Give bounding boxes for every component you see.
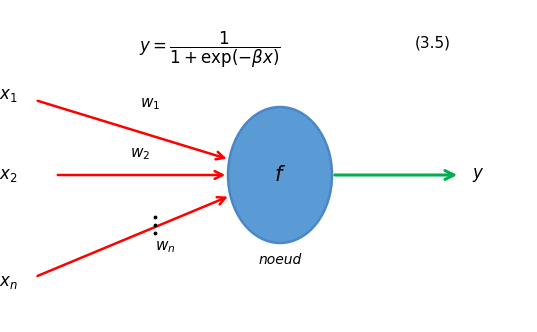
Text: $x_{1}$: $x_{1}$: [0, 86, 18, 104]
Text: $y$: $y$: [472, 166, 484, 184]
Text: $x_{2}$: $x_{2}$: [0, 166, 18, 184]
Text: noeud: noeud: [258, 253, 302, 267]
Text: (3.5): (3.5): [415, 35, 451, 50]
Text: $w_{n}$: $w_{n}$: [155, 239, 176, 255]
Ellipse shape: [228, 107, 332, 243]
Text: $w_{1}$: $w_{1}$: [140, 96, 160, 112]
Text: $y = \dfrac{1}{1 + \exp(-\beta x)}$: $y = \dfrac{1}{1 + \exp(-\beta x)}$: [139, 30, 281, 70]
Text: $f$: $f$: [274, 165, 286, 185]
Text: $w_{2}$: $w_{2}$: [130, 146, 150, 162]
Text: $x_{n}$: $x_{n}$: [0, 273, 18, 291]
